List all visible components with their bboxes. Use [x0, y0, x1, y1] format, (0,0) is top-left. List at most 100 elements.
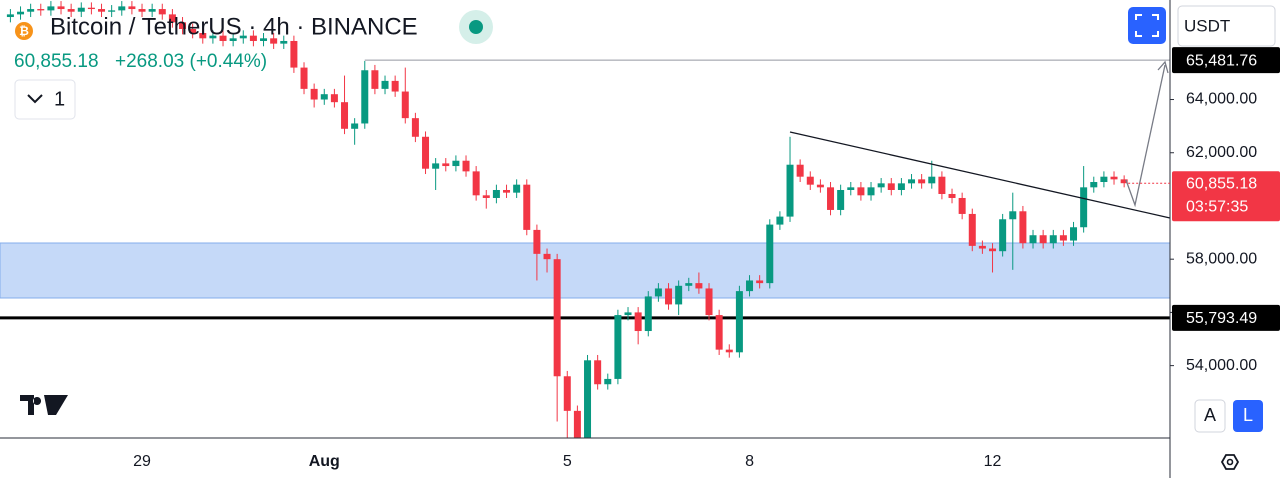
chevron: [27, 94, 43, 104]
candle-body: [189, 29, 197, 33]
last-price-label: 60,855.18: [1186, 175, 1257, 192]
candle-body: [280, 40, 288, 44]
symbol-title: Bitcoin / TetherUS · 4h · BINANCE: [50, 13, 418, 40]
candle-body: [17, 11, 25, 15]
candle-body: [938, 176, 946, 194]
x-tick-label: Aug: [309, 453, 340, 470]
candle-body: [594, 360, 602, 385]
candle-body: [341, 102, 349, 129]
candle-body: [249, 35, 257, 41]
currency-select[interactable]: [1177, 5, 1276, 47]
currency: USDT: [1184, 16, 1230, 35]
candle-body: [786, 164, 794, 217]
candle-body: [827, 187, 835, 210]
candle-body: [948, 193, 956, 198]
logo: [20, 395, 68, 415]
candle-body: [999, 219, 1007, 252]
coin-symbol: ₿: [19, 24, 29, 38]
candle-body: [958, 197, 966, 214]
candle-body: [199, 32, 207, 39]
candle-body: [260, 38, 268, 41]
candle-body: [806, 176, 814, 185]
candle-body: [128, 6, 136, 10]
status-dot: [469, 20, 483, 34]
candle-body: [928, 176, 936, 184]
candle-body: [756, 280, 764, 284]
candle-body: [229, 38, 237, 41]
y-tick-label: 64,000.00: [1186, 91, 1257, 108]
candle-body: [695, 283, 703, 289]
candle-body: [320, 94, 328, 100]
candle-body: [989, 248, 997, 252]
candle-body: [766, 224, 774, 284]
candle-body: [391, 80, 399, 92]
trendline: [789, 131, 1171, 219]
level-label-box: [1172, 47, 1280, 74]
candle-body: [422, 136, 430, 169]
candle-body: [573, 410, 581, 438]
level-label-box: [1172, 304, 1280, 331]
arrow-head: [1157, 60, 1169, 74]
candle-body: [908, 179, 916, 184]
candle-body: [270, 38, 278, 44]
candle-body: [614, 315, 622, 379]
candle-body: [1100, 176, 1108, 183]
x-tick-label: 5: [563, 453, 572, 470]
y-tick-label: 62,000.00: [1186, 144, 1257, 161]
y-tick-label: 54,000.00: [1186, 357, 1257, 374]
candle-body: [1110, 176, 1118, 180]
candle-body: [563, 376, 571, 411]
candle-body: [138, 9, 146, 12]
y-tick-label: 58,000.00: [1186, 250, 1257, 267]
candle-body: [735, 291, 743, 353]
fullscreen-button[interactable]: [1128, 7, 1166, 44]
candle-body: [351, 123, 359, 129]
candle-body: [543, 253, 551, 260]
settings-icon[interactable]: [1220, 454, 1240, 470]
candle-body: [482, 195, 490, 198]
candle-body: [1090, 182, 1098, 188]
candle-body: [533, 229, 541, 254]
candle-body: [77, 7, 85, 12]
candle-body: [776, 216, 784, 225]
candle-body: [978, 245, 986, 249]
candle-body: [877, 183, 885, 188]
candle-body: [624, 312, 632, 316]
candle-body: [705, 288, 713, 316]
plot-area: [0, 1, 1170, 438]
candle-body: [209, 35, 217, 39]
candle-body: [665, 288, 673, 305]
candle-body: [442, 163, 450, 167]
candle-body: [452, 160, 460, 167]
candle-body: [67, 9, 75, 12]
candle-body: [1049, 235, 1057, 244]
candle-body: [746, 280, 754, 292]
candle-body: [98, 9, 106, 12]
auto-scale-button[interactable]: [1194, 399, 1226, 433]
projection-arrow: [1125, 64, 1166, 208]
candle-body: [816, 184, 824, 188]
x-tick-label: 12: [984, 453, 1002, 470]
candle-body: [837, 189, 845, 210]
candle-body: [148, 9, 156, 12]
candle-body: [1019, 211, 1027, 244]
countdown: 03:57:35: [1186, 198, 1248, 215]
candle-body: [897, 183, 905, 190]
candle-body: [725, 349, 733, 353]
candle-body: [168, 14, 176, 23]
candle-body: [523, 184, 531, 230]
candle-body: [239, 35, 247, 39]
candle-body: [87, 7, 95, 10]
candle-body: [685, 283, 693, 286]
candle-body: [968, 213, 976, 246]
candle-body: [654, 288, 662, 297]
x-tick-label: 8: [745, 453, 754, 470]
log-scale-button[interactable]: [1233, 400, 1263, 432]
candle-body: [300, 67, 308, 89]
candle-body: [401, 91, 409, 119]
candle-body: [715, 315, 723, 350]
settings-icon-center: [1226, 458, 1234, 466]
indicator-toggle[interactable]: [14, 79, 76, 120]
candle-body: [219, 35, 227, 41]
candle-body: [57, 6, 65, 10]
